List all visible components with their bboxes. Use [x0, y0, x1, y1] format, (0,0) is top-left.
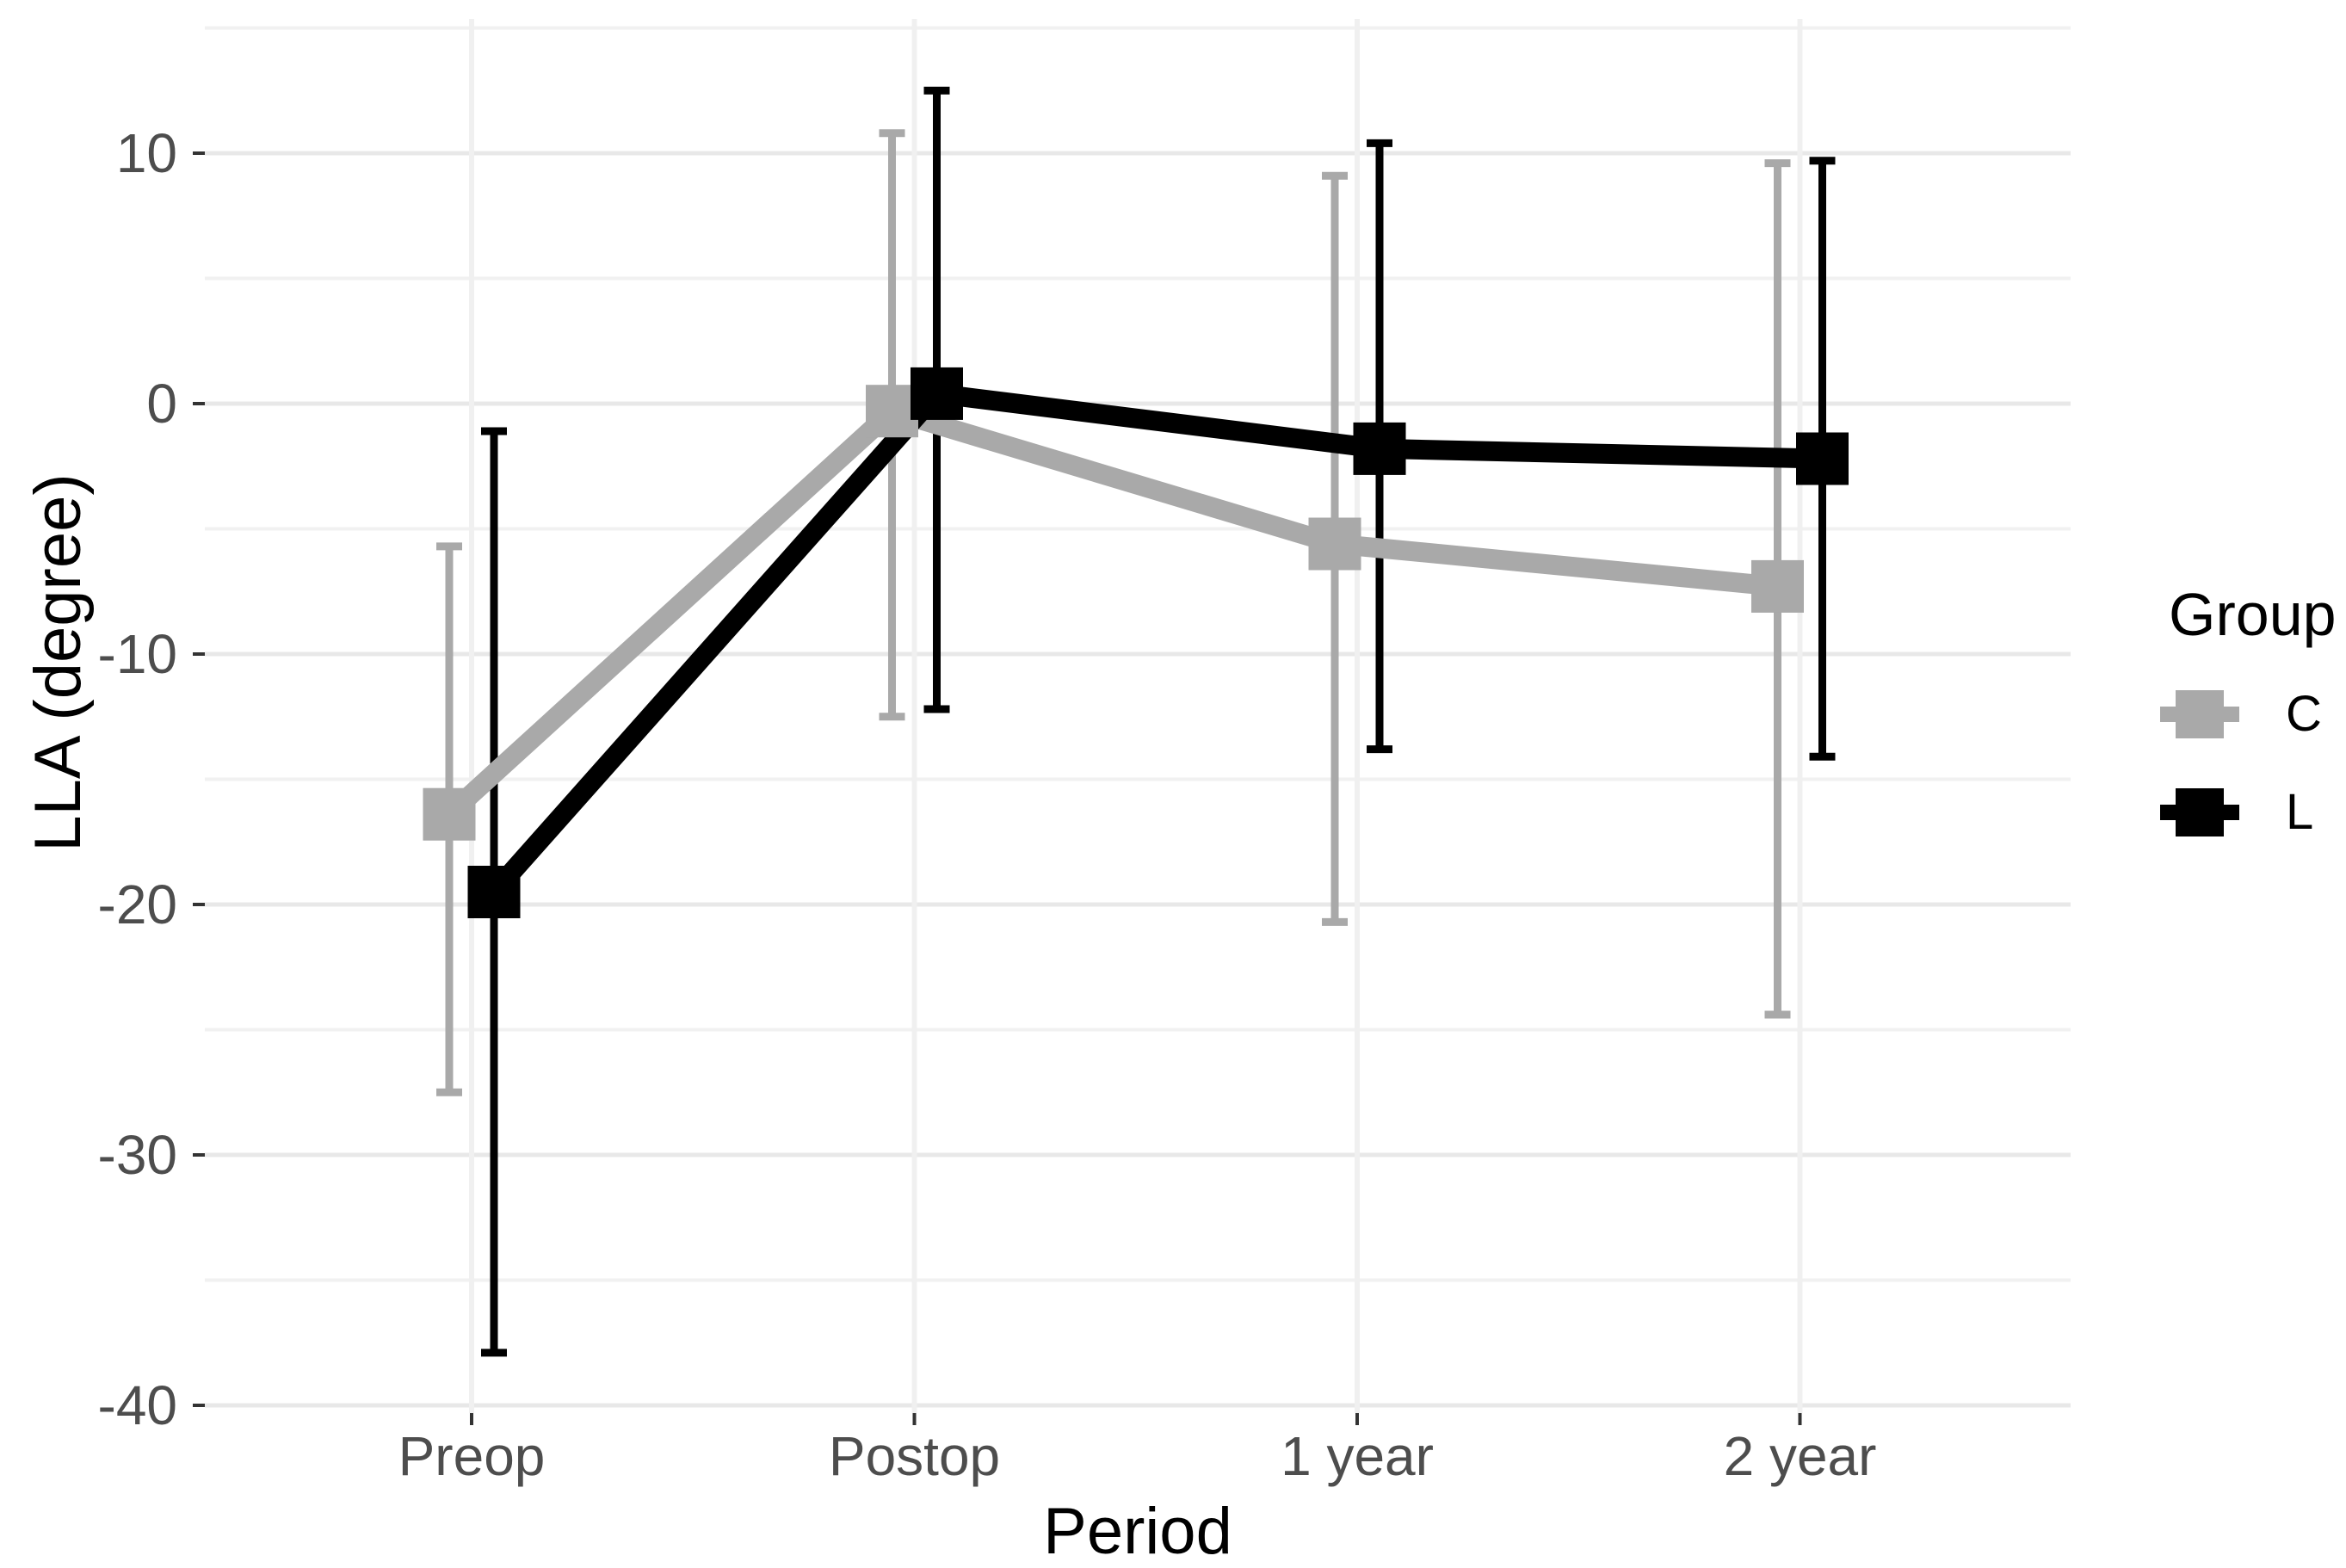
legend-label: L [2286, 784, 2314, 840]
legend-key [2160, 690, 2239, 738]
data-point-L [1353, 422, 1406, 475]
series-line-L [486, 383, 1823, 899]
y-tick-label: 10 [116, 122, 177, 184]
legend: Group C L [2157, 582, 2346, 843]
data-point-C [1308, 517, 1361, 571]
data-point-L [467, 866, 521, 918]
y-tick-label: -10 [98, 623, 178, 685]
x-tick-label: Postop [829, 1425, 1000, 1487]
legend-key [2160, 788, 2239, 836]
data-point-L [911, 367, 963, 420]
y-tick-label: 0 [146, 373, 177, 435]
y-tick-label: -40 [98, 1374, 178, 1436]
legend-label: C [2286, 686, 2322, 742]
x-tick-label: Preop [398, 1425, 546, 1487]
data-point-L [1796, 432, 1849, 485]
legend-key-square [2176, 788, 2224, 836]
legend-entry-l: L [2157, 782, 2346, 843]
series-line-C [442, 399, 1779, 822]
legend-title: Group [2169, 581, 2337, 648]
y-tick-label: -20 [98, 874, 178, 935]
y-tick-label: -30 [98, 1124, 178, 1186]
legend-key-square [2176, 690, 2224, 738]
y-axis-title: LLA (degree) [22, 473, 95, 852]
data-point-C [866, 385, 918, 438]
data-point-C [1751, 559, 1804, 613]
data-point-C [423, 787, 476, 841]
legend-entry-c: C [2157, 684, 2346, 744]
x-tick-label: 1 year [1281, 1425, 1434, 1487]
x-tick-label: 2 year [1724, 1425, 1877, 1487]
x-axis-title: Period [1043, 1495, 1232, 1568]
